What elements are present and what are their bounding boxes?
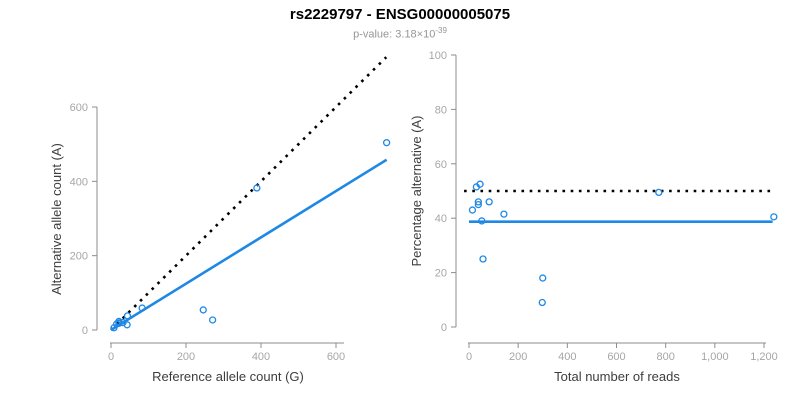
- scatter-point: [115, 317, 123, 326]
- x-tick-label: 400: [558, 351, 576, 363]
- scatter-point: [474, 198, 482, 206]
- scatter-point: [476, 180, 484, 188]
- scatter-point: [123, 321, 131, 329]
- scatter-point: [468, 206, 477, 214]
- pvalue-text: p-value: 3.18×10: [353, 28, 436, 41]
- scatter-point: [539, 274, 547, 282]
- scatter-point: [253, 184, 261, 192]
- y-tick-label: 400: [70, 176, 88, 188]
- pvalue-exponent: -39: [435, 26, 447, 35]
- scatter-point: [478, 217, 486, 225]
- right-plot: 0 20 40 60 80 100 0 200 400 600 800 1,000 1,200 Total…: [409, 50, 778, 384]
- page-subtitle: p-value: 3.18×10-39: [0, 26, 800, 41]
- y-tick-label: 600: [70, 102, 88, 114]
- x-tick-label: 600: [327, 351, 345, 363]
- x-tick-label: 0: [466, 351, 472, 363]
- scatter-point: [770, 213, 778, 221]
- scatter-point: [479, 255, 487, 263]
- scatter-point: [123, 312, 132, 320]
- x-axis-title: Reference allele count (G): [152, 369, 304, 384]
- y-tick-label: 200: [70, 251, 88, 263]
- x-tick-label: 1,000: [701, 351, 729, 363]
- y-tick-label: 0: [82, 325, 88, 337]
- x-tick-label: 400: [252, 351, 270, 363]
- scatter-point: [138, 304, 146, 312]
- page-title: rs2229797 - ENSG00000005075: [289, 6, 511, 23]
- y-tick-label: 80: [435, 104, 447, 116]
- x-axis-title: Total number of reads: [554, 369, 680, 384]
- regression-line: [110, 158, 388, 332]
- scatter-point: [538, 298, 546, 307]
- y-tick-label: 60: [435, 159, 447, 171]
- scatter-point: [500, 210, 508, 218]
- x-tick-label: 800: [656, 351, 674, 363]
- x-tick-label: 1,200: [750, 351, 778, 363]
- x-tick-label: 200: [177, 351, 195, 363]
- y-tick-label: 40: [435, 213, 447, 225]
- scatter-point: [485, 198, 493, 206]
- left-plot: 0 200 400 600 0 200 400 600 Reference allele cou…: [49, 56, 391, 384]
- identity-line: [110, 56, 388, 331]
- scatter-point: [655, 188, 663, 197]
- y-tick-label: 100: [429, 50, 447, 62]
- scatter-point: [474, 200, 482, 209]
- y-tick-label: 20: [435, 268, 447, 280]
- y-tick-label: 0: [441, 322, 447, 334]
- scatter-point: [208, 316, 217, 324]
- x-tick-label: 200: [509, 351, 527, 363]
- y-axis-title: Alternative allele count (A): [49, 143, 64, 295]
- y-axis-title: Percentage alternative (A): [409, 115, 424, 266]
- scatter-point: [199, 306, 207, 314]
- scatter-point: [382, 139, 391, 147]
- x-tick-label: 600: [607, 351, 625, 363]
- x-tick-label: 0: [108, 351, 114, 363]
